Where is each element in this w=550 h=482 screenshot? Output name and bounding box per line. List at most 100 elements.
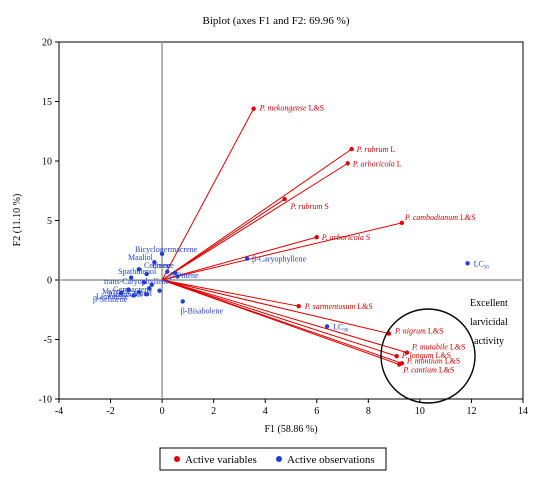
- variable-label: P. longum L&S: [401, 351, 451, 360]
- observation-cluster-label: Limonene: [96, 292, 129, 301]
- highlight-circle: [380, 308, 476, 404]
- variable-point: [404, 350, 410, 355]
- variable-vector: [161, 279, 397, 357]
- annotation-line: larvicidal: [470, 317, 508, 328]
- observation-cluster-label: β-Pinene: [170, 271, 199, 280]
- y-tick-label: 15: [42, 97, 52, 108]
- legend-variables-marker: [174, 456, 180, 462]
- observation-cluster-label: Patchoulol: [108, 290, 143, 299]
- variable-label: P. cantium L&S: [402, 365, 454, 374]
- variable-label: P. rubrum L: [356, 145, 396, 154]
- variable-point: [282, 196, 287, 202]
- variable-vector: [161, 279, 390, 335]
- x-tick-label: 0: [160, 406, 165, 417]
- observation-point: [244, 256, 250, 261]
- observation-cluster-label: Carotol: [128, 289, 153, 298]
- variable-vector: [162, 279, 299, 307]
- lc50-label: LC50: [474, 259, 490, 270]
- variable-point: [349, 146, 354, 152]
- observation-point: [147, 286, 152, 291]
- annotation-line: activity: [474, 336, 504, 347]
- legend-box: [159, 447, 387, 471]
- observation-point: [157, 288, 162, 293]
- observation-cluster-label: Pinene: [152, 261, 174, 270]
- observation-point: [144, 292, 149, 297]
- variable-vector: [161, 279, 408, 354]
- observation-point: [172, 270, 178, 276]
- observation-point: [144, 271, 149, 277]
- y-tick-label: 20: [42, 38, 52, 49]
- observation-point: [149, 282, 154, 287]
- observation-point: [136, 267, 142, 272]
- x-tick-label: 12: [466, 406, 476, 417]
- observation-point: [165, 269, 170, 274]
- y-axis-title: F2 (11.10 %): [12, 194, 23, 247]
- observation-cluster-label: Germacrene: [113, 285, 153, 294]
- variable-point: [399, 220, 405, 226]
- observation-label: β-Caryophyllene: [252, 255, 306, 264]
- observation-label: β-Bisabolene: [181, 306, 224, 315]
- y-tick-label: 0: [47, 276, 52, 287]
- observation-cluster-label: Maaliol: [128, 253, 154, 262]
- observation-point: [152, 259, 157, 265]
- variable-vectors: P. mekongense L&S P. rubrum L P. arboricol…: [161, 104, 476, 374]
- observation-point: [175, 274, 180, 279]
- observation-point: [159, 251, 165, 257]
- observation-cluster-label: Cedrene: [144, 261, 171, 270]
- axes: -4 -2 0 2 4 6 8 10 12 14 -10 -5 0 5 10 15 20: [39, 38, 528, 418]
- observation-point: [131, 293, 136, 298]
- observation-points: β-Caryophyllene β-Bisabolene LC50 LC90 Bicyc…: [93, 245, 489, 333]
- variable-vector: [161, 279, 400, 365]
- variable-label: P. arboricola L: [352, 159, 402, 168]
- x-tick-label: -2: [106, 406, 114, 417]
- variable-vector: [161, 162, 348, 281]
- variable-label: P. cambodianum L&S: [404, 213, 476, 222]
- observation-point: [180, 299, 185, 304]
- variable-label: P. arboricola S: [321, 233, 371, 242]
- x-axis-title: F1 (58.86 %): [264, 424, 317, 435]
- legend-observations-label: Active observations: [287, 454, 375, 466]
- y-tick-label: 5: [47, 216, 52, 227]
- variable-vector: [161, 222, 402, 281]
- observation-cluster-label: Bicyclogermacrene: [135, 245, 198, 254]
- variable-vector: [161, 148, 352, 281]
- annotation-line: Excellent: [470, 298, 508, 309]
- observation-point: [465, 261, 470, 266]
- variable-point: [296, 303, 301, 309]
- y-tick-label: -10: [39, 395, 52, 406]
- x-tick-label: 6: [314, 406, 319, 417]
- observation-point: [324, 324, 330, 329]
- variable-label: P. nigrum L&S: [394, 327, 444, 336]
- legend: Active variables Active observations: [159, 447, 387, 471]
- observation-cluster-label: β-Selinene: [93, 295, 128, 304]
- variable-label: P. mutabile L&S: [411, 343, 465, 352]
- variable-point: [394, 353, 399, 359]
- annotations: Excellent larvicidal activity: [380, 298, 508, 404]
- variable-label: P. montium L&S: [406, 356, 460, 365]
- x-tick-label: 4: [263, 406, 268, 417]
- legend-variables-label: Active variables: [185, 454, 257, 466]
- variable-point: [251, 106, 256, 111]
- variable-vector: [161, 236, 317, 281]
- observation-cluster-label: Spathulenol: [118, 267, 157, 276]
- legend-observations-marker: [276, 456, 282, 462]
- observation-point: [128, 275, 134, 280]
- x-tick-label: 10: [415, 406, 425, 417]
- variable-vector: [161, 108, 255, 281]
- variable-point: [397, 362, 402, 367]
- variable-vector: [161, 198, 285, 281]
- lc90-label: LC90: [333, 322, 349, 333]
- variable-label: P. sarmentosum L&S: [304, 302, 373, 311]
- chart-title: Biplot (axes F1 and F2: 69.96 %): [203, 15, 350, 27]
- variable-point: [345, 161, 350, 166]
- x-tick-label: 14: [518, 406, 528, 417]
- observation-point: [141, 280, 147, 285]
- observation-point: [118, 290, 124, 296]
- x-tick-label: 2: [211, 406, 216, 417]
- variable-point: [314, 234, 319, 240]
- observation-point: [126, 287, 131, 292]
- observation-cluster-label: Myrcene: [102, 287, 131, 296]
- x-tick-label: -4: [55, 406, 63, 417]
